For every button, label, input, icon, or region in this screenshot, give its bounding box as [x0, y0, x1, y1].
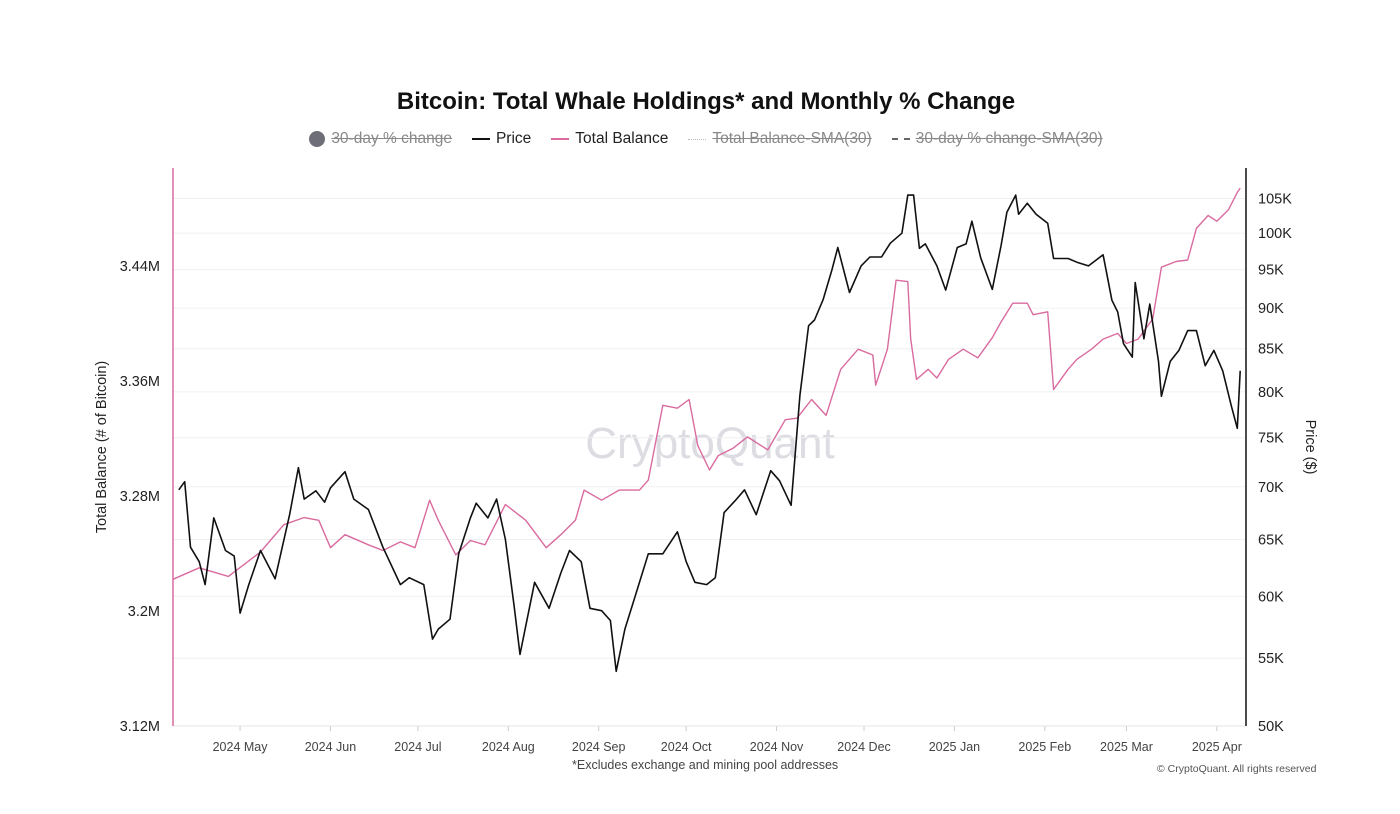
legend-label: Total Balance [575, 130, 669, 147]
legend-label: Total Balance-SMA(30) [712, 130, 872, 147]
left-tick-label: 3.12M [120, 719, 160, 735]
x-tick-label: 2024 Jun [305, 740, 356, 754]
left-tick-label: 3.28M [120, 489, 160, 505]
right-tick-label: 70K [1258, 480, 1284, 496]
x-tick-label: 2024 Dec [837, 740, 891, 754]
circle-marker-icon [309, 131, 326, 147]
x-tick-label: 2024 May [213, 740, 269, 754]
x-tick-label: 2025 Apr [1192, 740, 1242, 754]
x-tick-label: 2024 Oct [661, 740, 712, 754]
right-tick-label: 90K [1258, 301, 1284, 317]
dashed-line-marker-icon [891, 138, 910, 140]
right-tick-label: 100K [1258, 226, 1292, 242]
dotted-line-marker-icon [688, 138, 707, 140]
x-tick-label: 2025 Feb [1018, 740, 1071, 754]
right-tick-label: 85K [1258, 342, 1284, 358]
x-tick-label: 2024 Nov [750, 740, 804, 754]
pink-line-marker-icon [551, 138, 570, 140]
x-tick-label: 2024 Jul [394, 740, 441, 754]
left-tick-label: 3.44M [120, 259, 160, 275]
right-axis-label: Price ($) [1302, 420, 1318, 475]
legend-label: 30-day % change [331, 130, 452, 147]
legend-item-price[interactable]: Price [471, 130, 532, 148]
x-tick-label: 2025 Mar [1100, 740, 1153, 754]
right-tick-label: 75K [1258, 431, 1284, 447]
right-tick-label: 50K [1258, 719, 1284, 735]
legend-item-total-balance-sma[interactable]: Total Balance-SMA(30) [688, 130, 872, 148]
right-tick-label: 55K [1258, 651, 1284, 667]
black-line-marker-icon [471, 138, 490, 140]
watermark: CryptoQuant [585, 419, 834, 468]
right-tick-label: 60K [1258, 589, 1284, 605]
price-line [178, 194, 1241, 673]
footnote: *Excludes exchange and mining pool addre… [572, 758, 839, 772]
legend-item-30-day-change-sma[interactable]: 30-day % change-SMA(30) [891, 130, 1103, 148]
right-tick-label: 95K [1258, 263, 1284, 279]
x-tick-label: 2025 Jan [929, 740, 980, 754]
left-tick-label: 3.36M [120, 374, 160, 390]
right-tick-label: 105K [1258, 191, 1292, 207]
left-axis-label: Total Balance (# of Bitcoin) [94, 361, 110, 533]
right-tick-label: 65K [1258, 532, 1284, 548]
total-balance-line [172, 187, 1241, 580]
right-tick-label: 80K [1258, 385, 1284, 401]
legend-item-total-balance[interactable]: Total Balance [551, 130, 668, 148]
legend-label: Price [495, 130, 532, 147]
chart-title: Bitcoin: Total Whale Holdings* and Month… [396, 88, 1016, 115]
legend: 30-day % change Price Total Balance Tota… [0, 130, 1400, 148]
copyright: © CryptoQuant. All rights reserved [1157, 763, 1317, 775]
left-tick-label: 3.2M [128, 604, 160, 620]
x-tick-label: 2024 Aug [482, 740, 535, 754]
legend-item-30-day-change[interactable]: 30-day % change [309, 130, 452, 148]
legend-label: 30-day % change-SMA(30) [915, 130, 1103, 147]
x-tick-label: 2024 Sep [572, 740, 626, 754]
